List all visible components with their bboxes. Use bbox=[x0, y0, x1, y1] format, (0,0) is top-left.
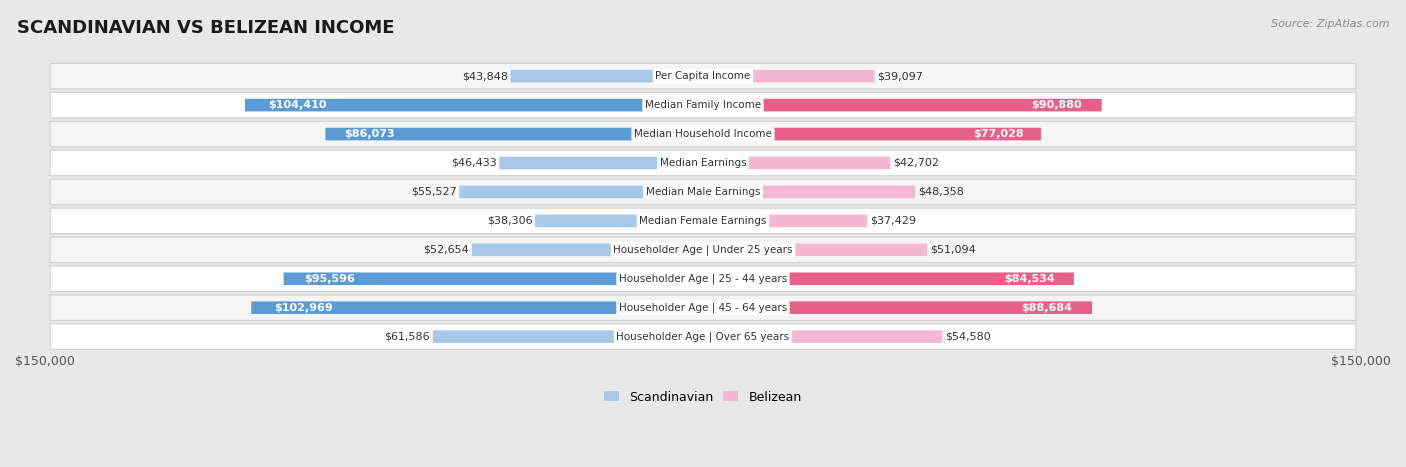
FancyBboxPatch shape bbox=[703, 330, 942, 343]
FancyBboxPatch shape bbox=[252, 301, 703, 314]
Text: $43,848: $43,848 bbox=[463, 71, 508, 81]
FancyBboxPatch shape bbox=[284, 272, 703, 285]
FancyBboxPatch shape bbox=[703, 70, 875, 83]
Text: $77,028: $77,028 bbox=[973, 129, 1024, 139]
Text: Householder Age | Over 65 years: Householder Age | Over 65 years bbox=[616, 332, 790, 342]
FancyBboxPatch shape bbox=[534, 214, 703, 227]
Text: $48,358: $48,358 bbox=[918, 187, 963, 197]
FancyBboxPatch shape bbox=[51, 64, 1355, 89]
Text: $102,969: $102,969 bbox=[274, 303, 333, 313]
FancyBboxPatch shape bbox=[51, 179, 1355, 205]
Text: $88,684: $88,684 bbox=[1022, 303, 1073, 313]
Text: Householder Age | 45 - 64 years: Householder Age | 45 - 64 years bbox=[619, 303, 787, 313]
FancyBboxPatch shape bbox=[51, 121, 1355, 147]
FancyBboxPatch shape bbox=[433, 330, 703, 343]
FancyBboxPatch shape bbox=[51, 92, 1355, 118]
Text: Median Female Earnings: Median Female Earnings bbox=[640, 216, 766, 226]
FancyBboxPatch shape bbox=[703, 128, 1040, 141]
Text: $42,702: $42,702 bbox=[893, 158, 939, 168]
FancyBboxPatch shape bbox=[51, 208, 1355, 234]
FancyBboxPatch shape bbox=[703, 157, 890, 170]
FancyBboxPatch shape bbox=[510, 70, 703, 83]
Text: Median Male Earnings: Median Male Earnings bbox=[645, 187, 761, 197]
Text: $84,534: $84,534 bbox=[1004, 274, 1056, 284]
FancyBboxPatch shape bbox=[703, 99, 1102, 112]
Text: SCANDINAVIAN VS BELIZEAN INCOME: SCANDINAVIAN VS BELIZEAN INCOME bbox=[17, 19, 394, 37]
Text: $61,586: $61,586 bbox=[385, 332, 430, 342]
FancyBboxPatch shape bbox=[51, 150, 1355, 176]
Text: Per Capita Income: Per Capita Income bbox=[655, 71, 751, 81]
Text: $39,097: $39,097 bbox=[877, 71, 922, 81]
FancyBboxPatch shape bbox=[499, 157, 703, 170]
FancyBboxPatch shape bbox=[703, 185, 915, 198]
Text: $46,433: $46,433 bbox=[451, 158, 496, 168]
Text: $104,410: $104,410 bbox=[269, 100, 326, 110]
Text: $54,580: $54,580 bbox=[945, 332, 991, 342]
Text: Median Family Income: Median Family Income bbox=[645, 100, 761, 110]
Text: $52,654: $52,654 bbox=[423, 245, 470, 255]
FancyBboxPatch shape bbox=[703, 243, 927, 256]
FancyBboxPatch shape bbox=[51, 295, 1355, 320]
FancyBboxPatch shape bbox=[460, 185, 703, 198]
Text: Source: ZipAtlas.com: Source: ZipAtlas.com bbox=[1271, 19, 1389, 28]
FancyBboxPatch shape bbox=[51, 237, 1355, 262]
Text: $51,094: $51,094 bbox=[929, 245, 976, 255]
Text: $86,073: $86,073 bbox=[344, 129, 395, 139]
FancyBboxPatch shape bbox=[245, 99, 703, 112]
Text: $38,306: $38,306 bbox=[486, 216, 533, 226]
Text: Householder Age | 25 - 44 years: Householder Age | 25 - 44 years bbox=[619, 274, 787, 284]
FancyBboxPatch shape bbox=[325, 128, 703, 141]
Text: Householder Age | Under 25 years: Householder Age | Under 25 years bbox=[613, 245, 793, 255]
Text: $90,880: $90,880 bbox=[1031, 100, 1081, 110]
Legend: Scandinavian, Belizean: Scandinavian, Belizean bbox=[599, 386, 807, 409]
FancyBboxPatch shape bbox=[51, 266, 1355, 291]
FancyBboxPatch shape bbox=[703, 272, 1074, 285]
Text: Median Household Income: Median Household Income bbox=[634, 129, 772, 139]
Text: Median Earnings: Median Earnings bbox=[659, 158, 747, 168]
FancyBboxPatch shape bbox=[51, 324, 1355, 349]
Text: $55,527: $55,527 bbox=[411, 187, 457, 197]
Text: $37,429: $37,429 bbox=[870, 216, 915, 226]
Text: $95,596: $95,596 bbox=[305, 274, 356, 284]
FancyBboxPatch shape bbox=[472, 243, 703, 256]
FancyBboxPatch shape bbox=[703, 214, 868, 227]
FancyBboxPatch shape bbox=[703, 301, 1092, 314]
